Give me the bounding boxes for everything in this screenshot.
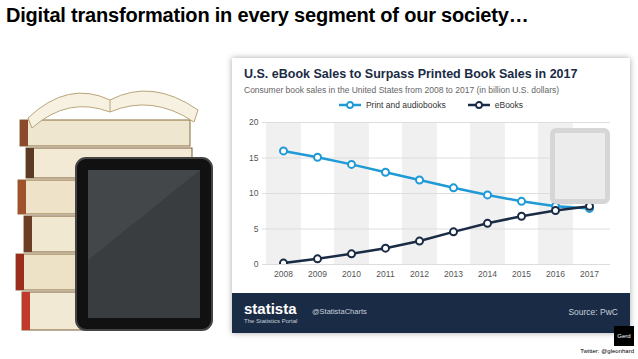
svg-text:20: 20	[249, 117, 259, 127]
svg-text:2008: 2008	[274, 269, 293, 279]
html-text:Digital transformation in ever: Digital transformation in every segment …	[6, 4, 529, 26]
svg-text:10: 10	[249, 188, 259, 198]
svg-text:2011: 2011	[376, 269, 395, 279]
svg-text:2010: 2010	[342, 269, 361, 279]
svg-text:2009: 2009	[308, 269, 327, 279]
html-text:statista: statista	[244, 300, 297, 317]
html-text:Consumer book sales in the Uni: Consumer book sales in the United States…	[244, 85, 560, 95]
html-text:Print and audiobooks: Print and audiobooks	[365, 100, 446, 110]
svg-text:2013: 2013	[444, 269, 463, 279]
svg-text:0: 0	[254, 259, 259, 269]
svg-text:5: 5	[254, 224, 259, 234]
html-text:Gerd: Gerd	[617, 333, 631, 339]
html-text:@StatistaCharts: @StatistaCharts	[312, 307, 367, 316]
svg-text:2012: 2012	[410, 269, 429, 279]
html-text:Twitter: @gleonhard: Twitter: @gleonhard	[580, 348, 634, 354]
svg-text:2017: 2017	[580, 269, 599, 279]
svg-text:2016: 2016	[546, 269, 565, 279]
html-text:Source: PwC: Source: PwC	[568, 307, 618, 317]
html-text:The Statistics Portal: The Statistics Portal	[244, 318, 298, 324]
svg-text:2014: 2014	[478, 269, 497, 279]
svg-text:2015: 2015	[512, 269, 531, 279]
html-text:eBooks: eBooks	[494, 100, 524, 110]
html-text:U.S. eBook Sales to Surpass Pr: U.S. eBook Sales to Surpass Printed Book…	[244, 67, 578, 81]
svg-text:15: 15	[249, 153, 259, 163]
